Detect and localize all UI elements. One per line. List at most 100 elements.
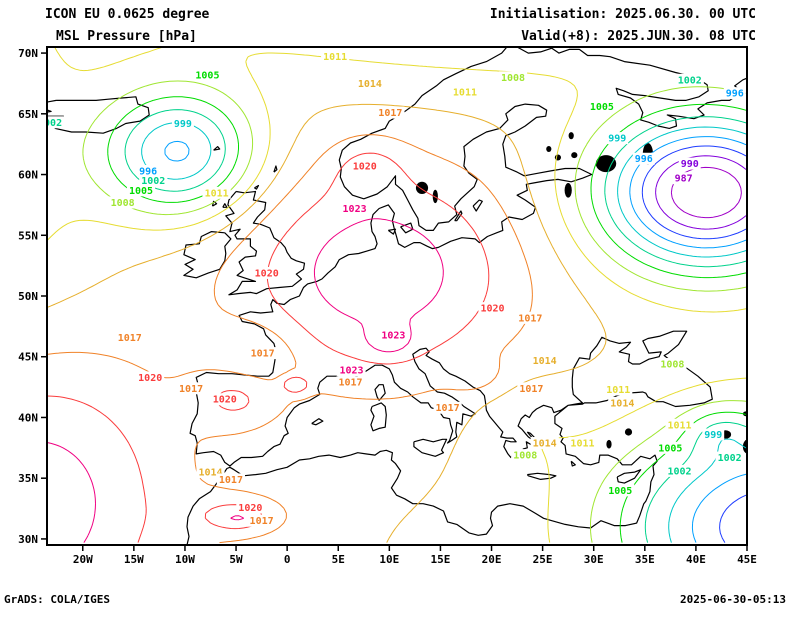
lon-tick-label: 45E	[737, 553, 757, 566]
contour-label-mask	[478, 302, 507, 315]
contour-label-mask	[675, 73, 704, 86]
contour-label: 1014	[533, 438, 557, 449]
coastline	[472, 199, 483, 212]
contour-label: 1017	[219, 475, 243, 486]
contour-label-mask	[450, 85, 480, 98]
lat-tick-label: 65N	[18, 108, 38, 121]
header-left: ICON EU 0.0625 degree MSL Pressure [hPa]	[45, 4, 209, 48]
contour-label-mask	[665, 418, 694, 431]
contour-label: 1011	[323, 52, 347, 63]
lon-tick-label: 30E	[584, 553, 604, 566]
contour-label: 996	[635, 154, 653, 165]
creation-timestamp: 2025-06-30-05:13	[680, 593, 786, 606]
coastline	[526, 472, 557, 480]
contour-label-mask	[350, 160, 379, 173]
lake	[624, 428, 633, 436]
lake	[546, 146, 552, 152]
contour-label: 1011	[453, 87, 477, 98]
lat-tick-label: 55N	[18, 229, 38, 242]
contour-label: 1020	[481, 304, 505, 315]
contour-label-mask	[108, 196, 137, 209]
field-title: MSL Pressure [hPa]	[56, 29, 197, 44]
lake	[571, 152, 578, 159]
contour-label-mask	[715, 451, 744, 464]
lat-tick-label: 70N	[18, 47, 38, 60]
contour-label-mask	[656, 441, 685, 454]
isobar-993	[641, 145, 747, 543]
coastline	[47, 96, 150, 134]
lon-tick-label: 15W	[124, 553, 144, 566]
contour-label: 1005	[658, 443, 682, 454]
contour-label-mask	[517, 382, 546, 395]
lat-tick-label: 35N	[18, 472, 38, 485]
contour-label: 1005	[129, 186, 153, 197]
contour-label-mask	[587, 100, 616, 113]
contour-label-mask	[606, 132, 629, 145]
lon-tick-label: 15E	[430, 553, 450, 566]
contour-label-mask	[337, 364, 366, 377]
contour-label-mask	[665, 464, 694, 477]
contour-label: 1011	[668, 420, 692, 431]
contour-label-mask	[210, 393, 239, 406]
lat-tick-label: 45N	[18, 351, 38, 364]
lon-tick-label: 25E	[533, 553, 553, 566]
contour-label-mask	[177, 382, 206, 395]
isobar-1023	[47, 218, 444, 543]
lake	[564, 183, 572, 198]
contour-label-mask	[379, 328, 408, 341]
contour-label: 1020	[213, 395, 237, 406]
lake	[432, 189, 438, 204]
contour-label: 1002	[718, 453, 742, 464]
contour-label: 1014	[198, 468, 222, 479]
contour-label-mask	[433, 401, 462, 414]
lat-tick-label: 60N	[18, 169, 38, 182]
isobar-1014	[47, 103, 607, 543]
coastline	[374, 384, 386, 401]
contour-label: 1023	[343, 204, 367, 215]
lon-tick-label: 5W	[229, 553, 243, 566]
contour-label-mask	[126, 184, 156, 197]
valid-time: Valid(+8): 2025.JUN.30. 08 UTC	[521, 29, 756, 44]
isobar-1002	[124, 109, 747, 543]
lat-tick-label: 30N	[18, 533, 38, 546]
contour-label: 1008	[501, 73, 525, 84]
contour-label: 1020	[353, 162, 377, 173]
contour-label: 999	[174, 119, 192, 130]
contour-label-mask	[248, 347, 277, 360]
contour-label: 1008	[111, 198, 135, 209]
header-right: Initialisation: 2025.06.30. 00 UTC Valid(…	[490, 4, 756, 48]
contour-label-mask	[172, 117, 194, 130]
lon-tick-label: 35E	[635, 553, 655, 566]
coastline	[311, 418, 324, 426]
isobar-1011	[47, 47, 747, 543]
contour-label-mask	[47, 116, 65, 129]
contour-label: 1002	[141, 176, 165, 187]
coastline	[370, 402, 387, 432]
contour-label: 1017	[118, 333, 142, 344]
grads-credit: GrADS: COLA/IGES	[4, 593, 110, 606]
lake	[568, 132, 574, 140]
coastline	[516, 47, 747, 129]
contour-label: 1017	[518, 313, 542, 324]
contour-label-mask	[137, 164, 160, 177]
contour-label-mask	[139, 174, 168, 187]
contour-label: 1017	[251, 349, 275, 360]
contour-label-mask	[702, 428, 725, 441]
contour-label: 1017	[338, 378, 362, 389]
contour-label: 1005	[195, 70, 219, 81]
coastline	[454, 210, 463, 222]
coastline	[186, 47, 713, 545]
lon-tick-label: 40E	[686, 553, 706, 566]
map-canvas: 1005101110141017101110081005100299699999…	[47, 47, 747, 545]
coastline	[183, 231, 232, 279]
contour-label: 996	[726, 89, 744, 100]
contour-label: 1014	[358, 79, 382, 90]
contour-label-mask	[604, 383, 633, 396]
contour-label: 996	[139, 166, 157, 177]
contour-label-mask	[530, 354, 559, 367]
contour-label: 1008	[660, 360, 684, 371]
contour-label-mask	[498, 71, 528, 84]
lake	[606, 439, 612, 449]
isobar-999	[141, 122, 747, 543]
